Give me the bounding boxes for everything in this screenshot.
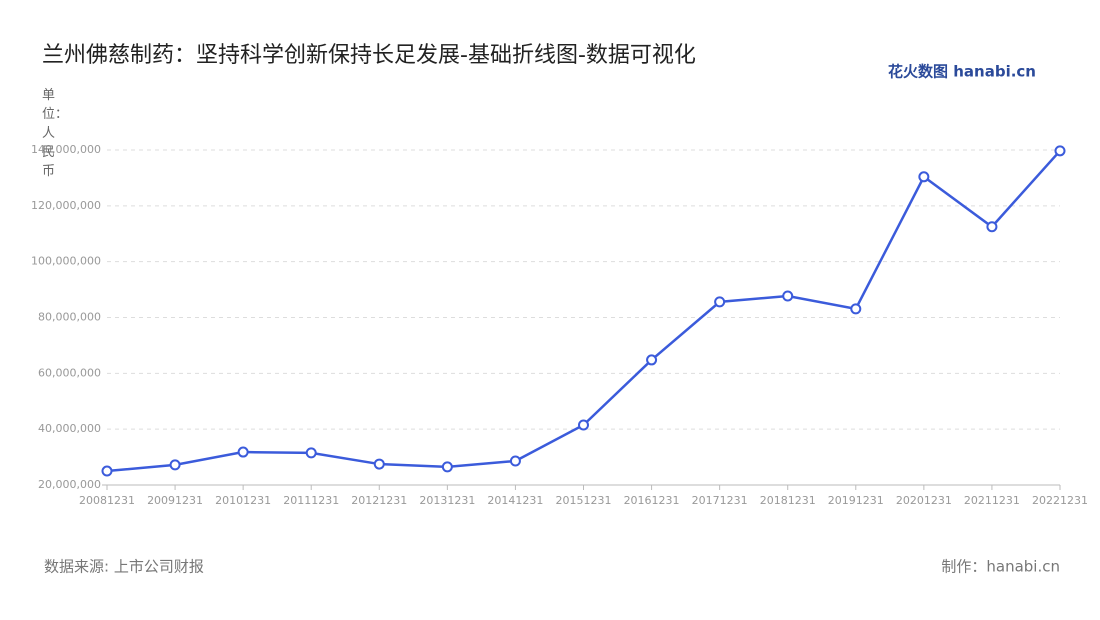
x-tick-label: 20101231: [215, 494, 271, 507]
x-tick-label: 20171231: [692, 494, 748, 507]
x-tick-label: 20151231: [556, 494, 612, 507]
x-tick-label: 20091231: [147, 494, 203, 507]
point: [237, 446, 249, 458]
x-tick-label: 20211231: [964, 494, 1020, 507]
point: [441, 461, 453, 473]
source: 数据来源: 上市公司财报: [44, 558, 204, 576]
x-tick-label: 20131231: [419, 494, 475, 507]
credit: 制作：hanabi.cn: [941, 558, 1060, 576]
x-tick-label: 20221231: [1032, 494, 1088, 507]
point: [782, 290, 794, 302]
x-tick-label: 20191231: [828, 494, 884, 507]
point: [305, 447, 317, 459]
logo: 花火数图 hanabi.cn: [888, 63, 1036, 81]
y-tick-label: 60,000,000: [38, 366, 101, 379]
y-tick-label: 80,000,000: [38, 311, 101, 324]
point: [986, 221, 998, 233]
point: [101, 465, 113, 477]
x-tick-label: 20111231: [283, 494, 339, 507]
y-axis-label: 单位：人民币: [42, 88, 69, 179]
x-tick-label: 20201231: [896, 494, 952, 507]
y-tick-label: 120,000,000: [31, 199, 101, 212]
y-tick-label: 100,000,000: [31, 255, 101, 268]
point: [1054, 145, 1066, 157]
point: [169, 459, 181, 471]
point: [714, 296, 726, 308]
point: [646, 354, 658, 366]
x-tick-label: 20121231: [351, 494, 407, 507]
x-tick-label: 20181231: [760, 494, 816, 507]
y-tick-label: 20,000,000: [38, 478, 101, 491]
y-tick-label: 40,000,000: [38, 422, 101, 435]
point: [850, 303, 862, 315]
x-tick-label: 20141231: [487, 494, 543, 507]
point: [918, 171, 930, 183]
point: [373, 458, 385, 470]
chart-title: 兰州佛慈制药：坚持科学创新保持长足发展-基础折线图-数据可视化: [42, 43, 696, 68]
point: [578, 419, 589, 431]
x-tick-label: 20161231: [624, 494, 680, 507]
x-tick-label: 20081231: [79, 494, 135, 507]
y-tick-label: 140,000,000: [31, 143, 101, 156]
point: [509, 455, 521, 467]
